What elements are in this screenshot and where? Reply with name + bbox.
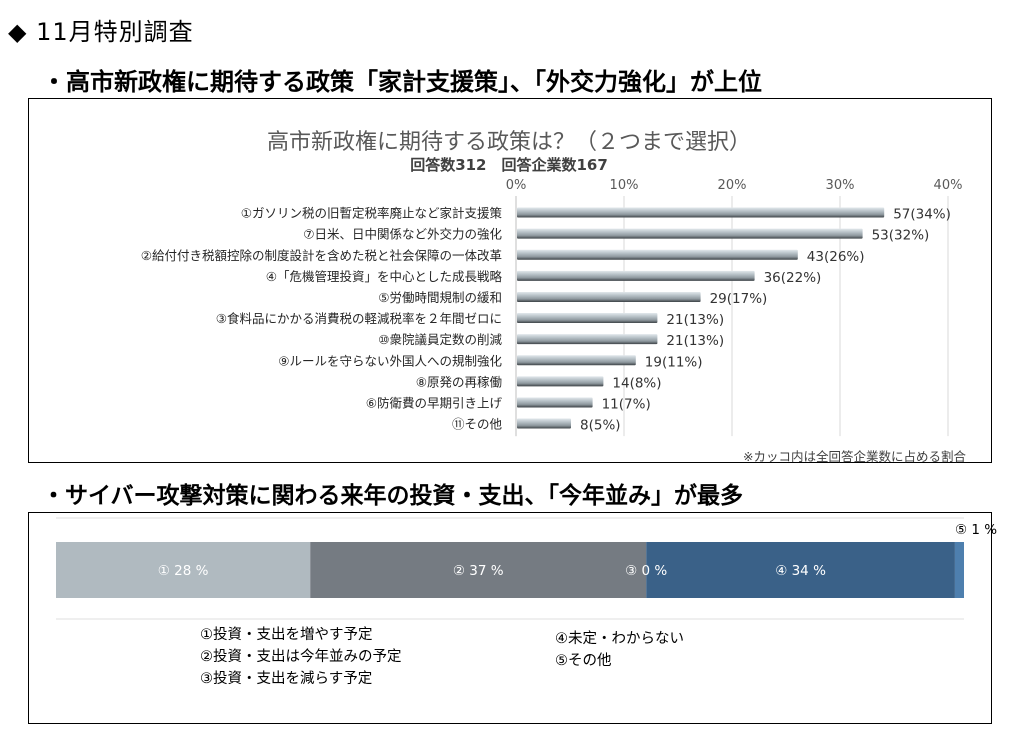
category-label: ⑦日米、日中関係など外交力の強化 [303, 227, 502, 242]
stacked-segment [646, 542, 955, 598]
bar [517, 313, 658, 324]
bar [517, 270, 755, 281]
bar [517, 376, 604, 387]
stacked-segment [954, 542, 964, 598]
x-tick-label: 10% [610, 178, 639, 193]
legend-left: ①投資・支出を増やす予定 ②投資・支出は今年並みの予定 ③投資・支出を減らす予定 [200, 624, 402, 690]
data-label: 8(5%) [580, 418, 621, 434]
section2-heading: ・サイバー攻撃対策に関わる来年の投資・支出、「今年並み」が最多 [42, 483, 744, 509]
category-label: ①ガソリン税の旧暫定税率廃止など家計支援策 [241, 206, 503, 221]
policy-chart-subtitle: 回答数312 回答企業数167 [410, 156, 608, 174]
segment-label: ③ 0 % [625, 563, 667, 579]
data-label: 14(8%) [612, 375, 661, 391]
stacked-segment [56, 542, 311, 598]
bar [517, 397, 593, 408]
bar [517, 418, 571, 429]
policy-chart-title: 高市新政権に期待する政策は？（２つまで選択） [266, 130, 751, 155]
legend-item: ③投資・支出を減らす予定 [200, 671, 373, 687]
category-label: ④「危機管理投資」を中心とした成長戦略 [266, 269, 503, 284]
legend-item: ④未定・わからない [555, 631, 684, 647]
category-label: ⑨ルールを守らない外国人への規制強化 [278, 353, 502, 368]
category-label: ③食料品にかかる消費税の軽減税率を２年間ゼロに [216, 311, 502, 326]
bar [517, 249, 798, 260]
category-label: ⑧原発の再稼働 [416, 374, 502, 389]
legend-right: ④未定・わからない ⑤その他 [555, 628, 684, 672]
x-tick-label: 40% [934, 178, 963, 193]
bar [517, 228, 863, 239]
cyber-chart-frame [28, 512, 992, 724]
legend-item: ②投資・支出は今年並みの予定 [200, 649, 402, 665]
policy-bar-chart: 0% 10% 20% 30% 40% ①ガソリン税の旧暫定税率廃止など家計支援策 57(34… [141, 178, 963, 437]
x-tick-label: 20% [718, 178, 747, 193]
bar [517, 207, 885, 218]
policy-chart-frame [28, 98, 992, 463]
segment-label: ⑤ 1 % [955, 522, 997, 538]
data-label: 29(17%) [710, 291, 768, 307]
segment-label: ④ 34 % [775, 563, 826, 579]
stacked-segment [310, 542, 647, 598]
category-label: ⑥防衛費の早期引き上げ [366, 395, 503, 410]
data-label: 19(11%) [645, 354, 703, 370]
x-tick-label: 0% [506, 178, 527, 193]
bar [517, 334, 658, 345]
data-label: 21(13%) [666, 333, 724, 349]
legend-item: ①投資・支出を増やす予定 [200, 627, 373, 643]
bar [517, 355, 636, 366]
category-label: ⑩衆院議員定数の削減 [378, 332, 502, 347]
data-label: 11(7%) [602, 396, 651, 412]
segment-label: ① 28 % [158, 563, 209, 579]
section1-heading: ・高市新政権に期待する政策「家計支援策」、「外交力強化」が上位 [42, 68, 762, 96]
data-label: 21(13%) [666, 312, 724, 328]
category-label: ⑪その他 [452, 417, 503, 432]
data-label: 57(34%) [893, 207, 951, 223]
bar [517, 291, 701, 302]
legend-item: ⑤その他 [555, 653, 612, 669]
category-label: ⑤労働時間規制の緩和 [378, 290, 502, 305]
category-label: ②給付付き税額控除の制度設計を含めた税と社会保障の一体改革 [141, 248, 502, 263]
segment-label: ② 37 % [453, 563, 504, 579]
chart-footnote: ※カッコ内は全回答企業数に占める割合 [743, 449, 966, 464]
data-label: 43(26%) [807, 249, 865, 265]
x-tick-label: 30% [826, 178, 855, 193]
data-label: 53(32%) [872, 228, 930, 244]
cyber-stacked-bar-chart: ① 28 % ② 37 % ③ 0 % ④ 34 % ⑤ 1 % [56, 517, 997, 620]
data-label: 36(22%) [764, 270, 822, 286]
page-heading: ◆ 11月特別調査 [8, 18, 194, 46]
